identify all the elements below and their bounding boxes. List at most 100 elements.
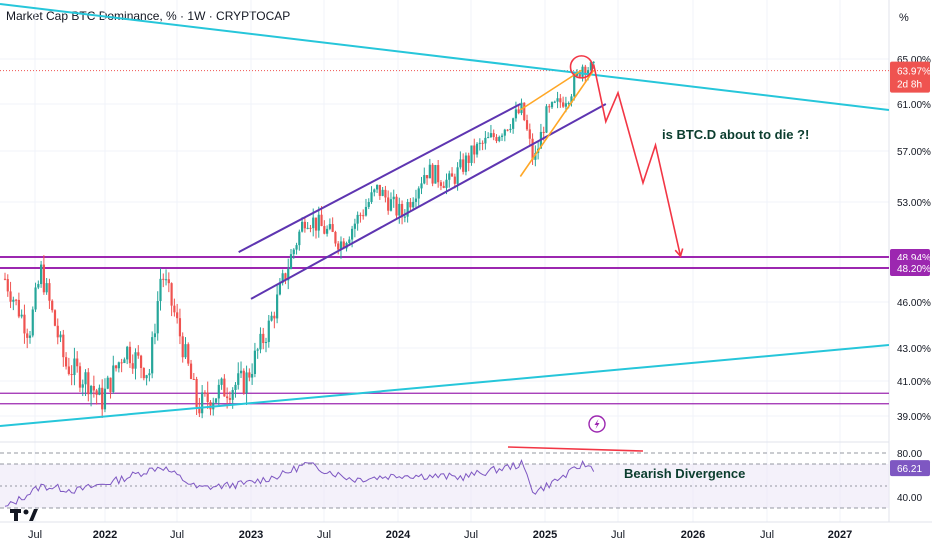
candle-body xyxy=(384,189,387,198)
candle-body xyxy=(206,392,209,403)
candle-body xyxy=(203,392,207,394)
candle-body xyxy=(367,202,370,207)
candle-body xyxy=(139,355,143,369)
candle-body xyxy=(445,179,448,188)
candle-body xyxy=(448,173,451,180)
time-tick-label: 2027 xyxy=(828,529,852,541)
candle-body xyxy=(375,184,379,190)
candle-body xyxy=(73,358,76,376)
candle-body xyxy=(464,155,468,172)
candle-body xyxy=(573,75,576,97)
candle-body xyxy=(51,300,54,311)
candle-body xyxy=(28,335,32,338)
candle-body xyxy=(428,164,431,179)
candle-body xyxy=(303,221,306,229)
candle-body xyxy=(553,101,556,103)
candle-body xyxy=(31,309,34,336)
candle-body xyxy=(45,283,48,293)
candle-body xyxy=(362,215,365,217)
price-tick-label: 61.00% xyxy=(897,100,931,111)
candle-body xyxy=(145,375,148,379)
candle-body xyxy=(228,398,232,400)
candle-body xyxy=(481,142,484,144)
candle-body xyxy=(301,221,304,232)
candle-body xyxy=(423,175,426,184)
axes: 65.00% 61.00% 57.00% 53.00% 46.00% 43.00% 41.0… xyxy=(28,55,931,541)
candle-body xyxy=(15,299,18,301)
candle-body xyxy=(545,106,548,133)
candle-body xyxy=(334,231,337,244)
price-tick-label: 46.00% xyxy=(897,298,931,309)
candle-body xyxy=(339,241,343,250)
candle-body xyxy=(512,118,515,129)
candle-body xyxy=(487,137,490,139)
candle-body xyxy=(323,226,326,234)
candle-body xyxy=(392,196,395,200)
candle-body xyxy=(348,239,351,244)
candle-body xyxy=(151,337,154,374)
rsi-divergence-line xyxy=(507,446,644,452)
candle-body xyxy=(262,333,265,344)
candle-body xyxy=(509,128,512,131)
candle-body xyxy=(478,142,481,144)
level-price-value: 48.94% xyxy=(897,253,931,264)
candle-body xyxy=(148,373,151,376)
candle-body xyxy=(128,346,132,364)
candle-body xyxy=(462,159,465,172)
candle-body xyxy=(37,284,40,288)
candle-body xyxy=(120,362,123,364)
time-tick-label: 2025 xyxy=(533,529,557,541)
projected-arrow-head xyxy=(674,248,684,258)
price-tick-label: 43.00% xyxy=(897,344,931,355)
candle-body xyxy=(167,279,170,284)
candle-body xyxy=(431,164,434,184)
candle-body xyxy=(159,278,162,302)
candle-body xyxy=(337,243,340,250)
candle-body xyxy=(270,315,273,321)
candle-body xyxy=(495,137,498,142)
candle-body xyxy=(309,227,312,229)
level-price-value: 48.20% xyxy=(897,264,931,275)
candle-body xyxy=(189,363,193,379)
rsi-tick-label: 40.00 xyxy=(897,493,922,504)
price-tick-label: 65.00% xyxy=(897,55,931,66)
candle-body xyxy=(20,314,23,317)
price-tick-label: 53.00% xyxy=(897,198,931,209)
candle-body xyxy=(176,312,179,319)
candle-body xyxy=(103,388,107,410)
candle-body xyxy=(328,224,331,229)
time-tick-label: Jul xyxy=(760,529,774,541)
candle-body xyxy=(412,201,415,208)
candle-body xyxy=(548,106,551,108)
top-circle-marker xyxy=(569,55,594,79)
candle-body xyxy=(259,333,262,350)
candle-body xyxy=(587,70,590,76)
time-tick-label: 2026 xyxy=(681,529,705,541)
candle-body xyxy=(131,363,134,369)
candle-body xyxy=(439,182,443,186)
candle-body xyxy=(278,282,281,295)
candle-body xyxy=(370,192,373,203)
channel-upper-line xyxy=(238,103,521,254)
candle-body xyxy=(248,372,251,378)
rsi-pane xyxy=(0,452,889,509)
candle-body xyxy=(292,249,295,255)
candle-body xyxy=(320,214,323,227)
candle-body xyxy=(209,402,212,410)
candle-body xyxy=(23,314,26,334)
candle-body xyxy=(417,188,420,199)
candle-body xyxy=(387,197,390,211)
candle-body xyxy=(420,183,423,189)
rsi-value-badge xyxy=(890,460,930,477)
candle-body xyxy=(531,138,534,160)
scale-mode-label[interactable]: % xyxy=(899,12,909,24)
time-tick-label: Jul xyxy=(28,529,42,541)
candle-body xyxy=(214,398,218,403)
candle-body xyxy=(251,373,254,378)
drawings xyxy=(0,3,889,427)
candle-body xyxy=(26,333,29,338)
candle-body xyxy=(239,370,243,374)
projected-path-line xyxy=(592,64,682,257)
candle-body xyxy=(406,202,409,217)
